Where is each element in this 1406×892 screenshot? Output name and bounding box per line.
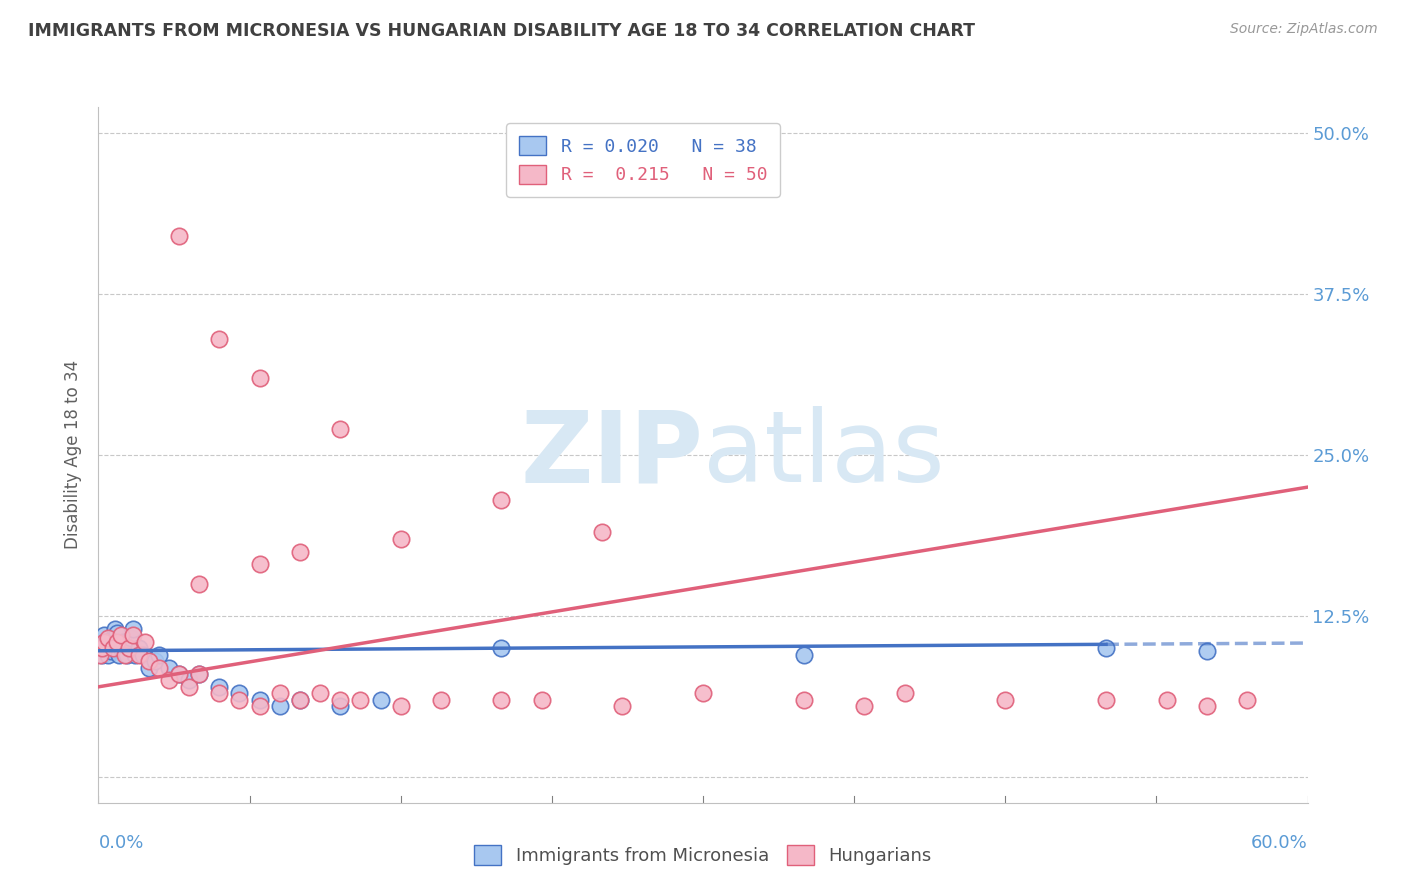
Point	[329, 699, 352, 714]
Point	[128, 648, 150, 662]
Point	[179, 673, 201, 688]
Point	[111, 634, 134, 648]
Point	[491, 692, 513, 706]
Point	[105, 625, 128, 640]
Point	[288, 692, 311, 706]
Point	[329, 692, 352, 706]
Point	[208, 686, 231, 700]
Point	[208, 332, 231, 346]
Point	[132, 648, 155, 662]
Point	[134, 634, 156, 648]
Point	[530, 692, 553, 706]
Point	[114, 644, 136, 658]
Point	[143, 654, 166, 668]
Point	[157, 660, 180, 674]
Text: 60.0%: 60.0%	[1251, 834, 1308, 852]
Point	[1195, 699, 1218, 714]
Text: atlas: atlas	[703, 407, 945, 503]
Point	[101, 631, 124, 645]
Legend: Immigrants from Micronesia, Hungarians: Immigrants from Micronesia, Hungarians	[465, 836, 941, 874]
Point	[591, 525, 613, 540]
Point	[692, 686, 714, 700]
Point	[208, 680, 231, 694]
Point	[249, 558, 271, 572]
Point	[101, 641, 124, 656]
Point	[103, 622, 125, 636]
Point	[188, 576, 211, 591]
Point	[148, 660, 170, 674]
Point	[114, 648, 136, 662]
Point	[100, 644, 122, 658]
Point	[91, 648, 114, 662]
Point	[1095, 692, 1118, 706]
Point	[105, 634, 128, 648]
Point	[793, 692, 815, 706]
Point	[288, 544, 311, 558]
Point	[128, 641, 150, 656]
Point	[228, 686, 250, 700]
Point	[97, 648, 120, 662]
Point	[228, 692, 250, 706]
Point	[138, 654, 160, 668]
Point	[89, 641, 111, 656]
Point	[138, 660, 160, 674]
Point	[97, 631, 120, 645]
Point	[893, 686, 915, 700]
Point	[121, 622, 143, 636]
Point	[249, 699, 271, 714]
Point	[1195, 644, 1218, 658]
Point	[491, 493, 513, 508]
Point	[93, 634, 115, 648]
Point	[309, 686, 332, 700]
Text: ZIP: ZIP	[520, 407, 703, 503]
Point	[288, 692, 311, 706]
Legend: R = 0.020   N = 38, R =  0.215   N = 50: R = 0.020 N = 38, R = 0.215 N = 50	[506, 123, 780, 197]
Point	[188, 667, 211, 681]
Point	[612, 699, 634, 714]
Point	[269, 686, 291, 700]
Point	[349, 692, 371, 706]
Point	[148, 648, 170, 662]
Point	[1156, 692, 1178, 706]
Y-axis label: Disability Age 18 to 34: Disability Age 18 to 34	[65, 360, 83, 549]
Point	[110, 628, 132, 642]
Text: 0.0%: 0.0%	[98, 834, 143, 852]
Point	[249, 692, 271, 706]
Point	[121, 628, 143, 642]
Text: IMMIGRANTS FROM MICRONESIA VS HUNGARIAN DISABILITY AGE 18 TO 34 CORRELATION CHAR: IMMIGRANTS FROM MICRONESIA VS HUNGARIAN …	[28, 22, 976, 40]
Point	[188, 667, 211, 681]
Point	[370, 692, 392, 706]
Point	[389, 699, 412, 714]
Point	[1236, 692, 1258, 706]
Point	[249, 370, 271, 384]
Point	[89, 648, 111, 662]
Point	[179, 680, 201, 694]
Point	[994, 692, 1017, 706]
Point	[107, 648, 129, 662]
Point	[118, 641, 141, 656]
Point	[118, 641, 141, 656]
Point	[491, 641, 513, 656]
Point	[167, 667, 190, 681]
Point	[124, 648, 146, 662]
Point	[115, 648, 138, 662]
Point	[269, 699, 291, 714]
Point	[793, 648, 815, 662]
Point	[91, 641, 114, 656]
Point	[389, 532, 412, 546]
Point	[110, 641, 132, 656]
Point	[1095, 641, 1118, 656]
Point	[96, 634, 118, 648]
Point	[167, 667, 190, 681]
Point	[430, 692, 453, 706]
Point	[120, 631, 142, 645]
Text: Source: ZipAtlas.com: Source: ZipAtlas.com	[1230, 22, 1378, 37]
Point	[167, 228, 190, 243]
Point	[329, 422, 352, 436]
Point	[853, 699, 876, 714]
Point	[157, 673, 180, 688]
Point	[93, 628, 115, 642]
